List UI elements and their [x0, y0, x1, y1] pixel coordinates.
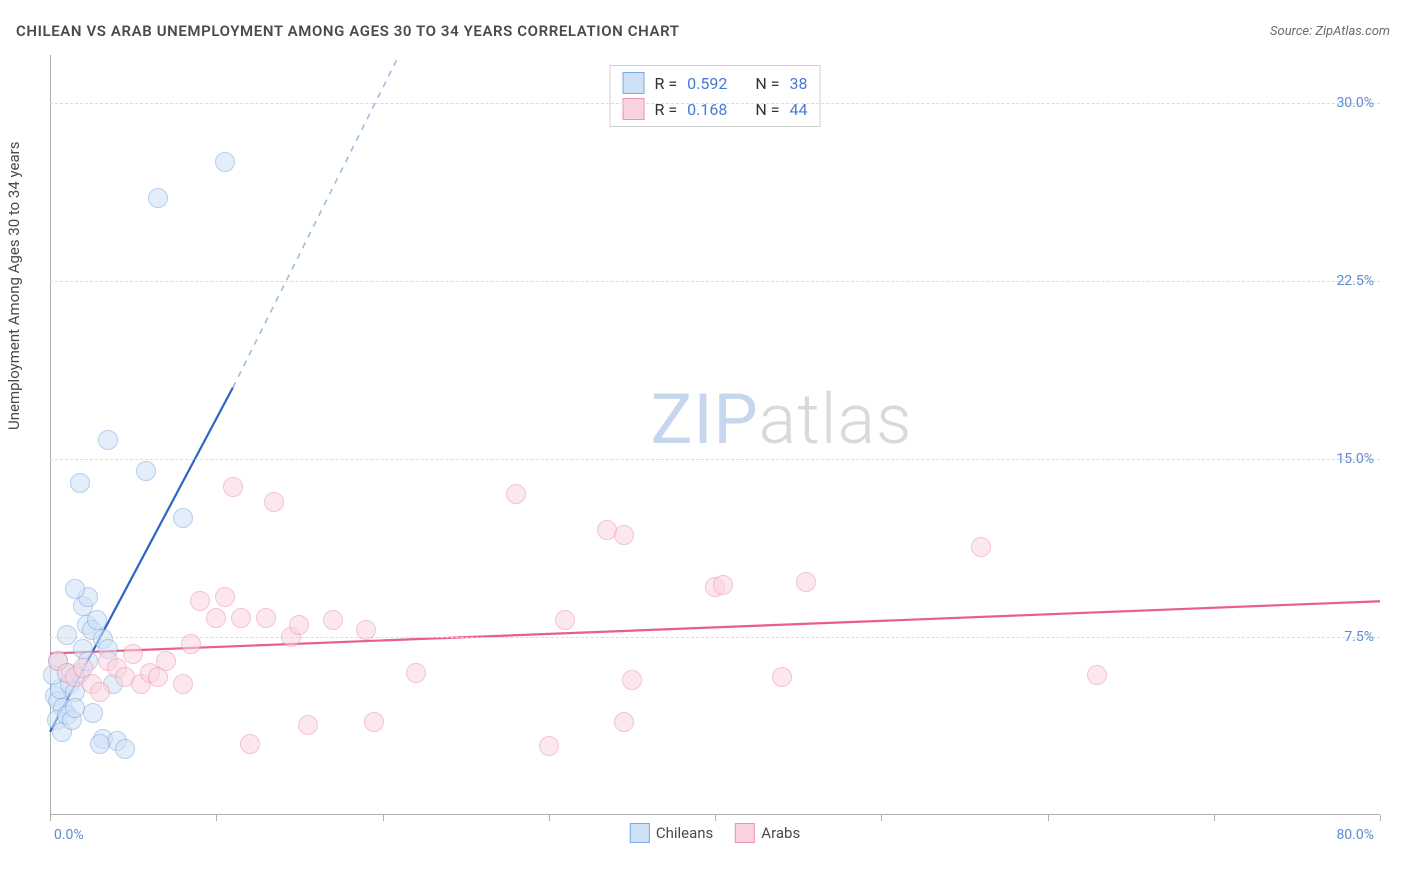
legend-row-arabs: R = 0.168 N = 44: [623, 96, 808, 122]
scatter-plot-area: ZIPatlas R = 0.592 N = 38 R = 0.168 N = …: [50, 55, 1380, 815]
x-tick: [715, 815, 716, 821]
x-tick: [50, 815, 51, 821]
y-tick-label: 7.5%: [1344, 629, 1374, 645]
x-tick: [1048, 815, 1049, 821]
legend-item-chileans: Chileans: [630, 823, 713, 843]
gridline: [50, 281, 1380, 282]
data-point: [148, 188, 168, 208]
data-point: [796, 572, 816, 592]
legend-label-chileans: Chileans: [656, 824, 713, 842]
legend-swatch-chileans-icon: [630, 823, 650, 843]
data-point: [156, 651, 176, 671]
y-tick-label: 22.5%: [1336, 273, 1374, 289]
chart-source: Source: ZipAtlas.com: [1270, 24, 1390, 39]
data-point: [506, 484, 526, 504]
data-point: [289, 615, 309, 635]
r-label: R =: [655, 74, 678, 93]
data-point: [713, 575, 733, 595]
data-point: [1087, 665, 1107, 685]
data-point: [256, 608, 276, 628]
r-value-chileans: 0.592: [687, 74, 727, 93]
data-point: [90, 734, 110, 754]
legend-row-chileans: R = 0.592 N = 38: [623, 70, 808, 96]
data-point: [298, 715, 318, 735]
data-point: [215, 152, 235, 172]
y-tick-label: 15.0%: [1336, 451, 1374, 467]
data-point: [173, 674, 193, 694]
gridline: [50, 459, 1380, 460]
x-tick: [383, 815, 384, 821]
gridline: [50, 637, 1380, 638]
data-point: [555, 610, 575, 630]
chart-header: CHILEAN VS ARAB UNEMPLOYMENT AMONG AGES …: [16, 22, 1390, 40]
data-point: [223, 477, 243, 497]
data-point: [123, 644, 143, 664]
data-point: [614, 525, 634, 545]
data-point: [190, 591, 210, 611]
series-legend: Chileans Arabs: [630, 823, 800, 843]
data-point: [65, 698, 85, 718]
chart-title: CHILEAN VS ARAB UNEMPLOYMENT AMONG AGES …: [16, 22, 680, 40]
data-point: [87, 610, 107, 630]
legend-swatch-arabs: [623, 98, 645, 120]
legend-swatch-arabs-icon: [735, 823, 755, 843]
x-tick: [216, 815, 217, 821]
legend-item-arabs: Arabs: [735, 823, 800, 843]
data-point: [406, 663, 426, 683]
data-point: [240, 734, 260, 754]
legend-swatch-chileans: [623, 72, 645, 94]
data-point: [971, 537, 991, 557]
legend-label-arabs: Arabs: [761, 824, 800, 842]
watermark: ZIPatlas: [651, 379, 913, 461]
data-point: [264, 492, 284, 512]
data-point: [206, 608, 226, 628]
x-axis-min-label: 0.0%: [54, 827, 84, 843]
n-value-chileans: 38: [789, 74, 807, 93]
data-point: [231, 608, 251, 628]
data-point: [772, 667, 792, 687]
x-tick: [1380, 815, 1381, 821]
data-point: [70, 473, 90, 493]
watermark-zip: ZIP: [651, 379, 759, 461]
data-point: [83, 703, 103, 723]
y-tick-label: 30.0%: [1336, 95, 1374, 111]
data-point: [136, 461, 156, 481]
data-point: [98, 430, 118, 450]
x-axis-max-label: 80.0%: [1336, 827, 1374, 843]
trend-lines: [50, 55, 1380, 815]
y-axis-label: Unemployment Among Ages 30 to 34 years: [5, 142, 23, 430]
n-label: N =: [755, 74, 779, 93]
data-point: [181, 634, 201, 654]
data-point: [323, 610, 343, 630]
data-point: [65, 579, 85, 599]
data-point: [90, 682, 110, 702]
data-point: [614, 712, 634, 732]
watermark-atlas: atlas: [759, 379, 913, 461]
correlation-legend: R = 0.592 N = 38 R = 0.168 N = 44: [610, 65, 821, 127]
data-point: [356, 620, 376, 640]
gridline: [50, 103, 1380, 104]
data-point: [622, 670, 642, 690]
data-point: [539, 736, 559, 756]
data-point: [57, 625, 77, 645]
x-tick: [549, 815, 550, 821]
data-point: [364, 712, 384, 732]
data-point: [173, 508, 193, 528]
data-point: [215, 587, 235, 607]
data-point: [115, 739, 135, 759]
x-tick: [881, 815, 882, 821]
x-tick: [1214, 815, 1215, 821]
